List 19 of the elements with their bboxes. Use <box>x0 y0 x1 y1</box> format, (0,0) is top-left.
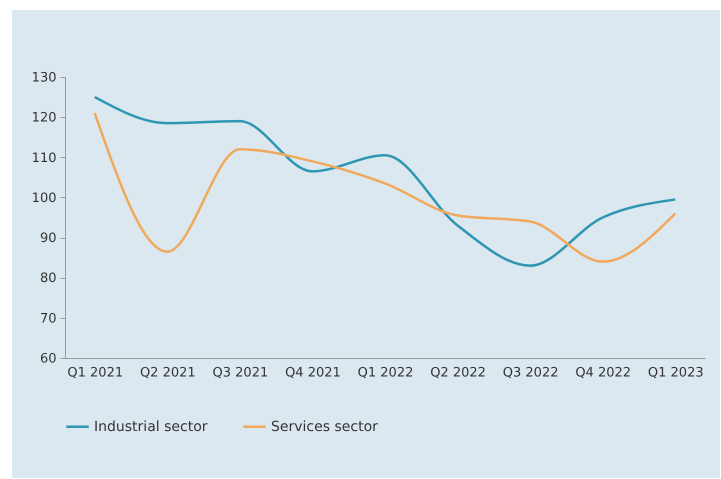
y-tick-label: 110 <box>32 150 56 166</box>
y-tick-label: 120 <box>32 110 56 126</box>
y-tick-label: 90 <box>40 231 56 246</box>
x-tick-label: Q1 2021 <box>67 366 124 380</box>
legend-label: Industrial sector <box>94 418 208 435</box>
y-tick-label: 60 <box>40 352 56 366</box>
x-tick-label: Q3 2022 <box>502 366 558 380</box>
x-tick-label: Q2 2021 <box>140 366 196 380</box>
x-tick-label: Q4 2022 <box>575 366 632 380</box>
x-tick-label: Q3 2021 <box>212 366 268 380</box>
x-tick-label: Q2 2022 <box>430 366 486 380</box>
legend-label: Services sector <box>271 418 378 435</box>
y-tick-label: 70 <box>40 311 56 326</box>
y-tick-label: 130 <box>32 70 56 86</box>
x-tick-label: Q4 2021 <box>285 366 341 380</box>
x-tick-label: Q1 2022 <box>358 366 414 380</box>
y-tick-label: 100 <box>32 190 56 206</box>
y-tick-label: 80 <box>40 271 56 286</box>
x-tick-label: Q1 2023 <box>648 366 704 380</box>
